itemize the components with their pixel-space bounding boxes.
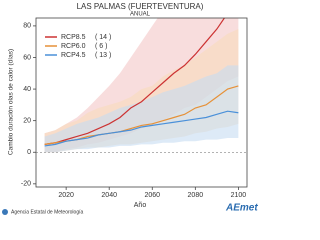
chart-title: LAS PALMAS (FUERTEVENTURA) bbox=[77, 2, 204, 11]
y-tick-label: -20 bbox=[21, 181, 31, 188]
series-line bbox=[44, 18, 226, 145]
legend-label: RCP8.5 bbox=[61, 34, 86, 41]
y-tick-label: 60 bbox=[23, 54, 31, 61]
legend-note: ( 14 ) bbox=[95, 34, 111, 41]
x-tick-label: 2080 bbox=[188, 192, 204, 199]
source: Agencia Estatal de Meteorología bbox=[11, 209, 83, 215]
y-tick-label: 80 bbox=[23, 23, 31, 30]
x-tick-label: 2020 bbox=[58, 192, 74, 199]
plot-frame bbox=[35, 17, 248, 188]
legend-label: RCP6.0 bbox=[61, 43, 86, 50]
chart: LAS PALMAS (FUERTEVENTURA) ANUAL Año Cam… bbox=[2, 2, 258, 215]
y-tick-label: 40 bbox=[23, 86, 31, 93]
y-tick-label: 20 bbox=[23, 118, 31, 125]
x-tick-label: 2060 bbox=[144, 192, 160, 199]
x-tick-label: 2040 bbox=[101, 192, 117, 199]
x-axis-label: Año bbox=[134, 202, 147, 209]
series-line bbox=[44, 110, 239, 147]
chart-subtitle: ANUAL bbox=[130, 12, 151, 18]
x-tick-label: 2100 bbox=[231, 192, 247, 199]
logo: AEmet bbox=[225, 203, 258, 214]
source-icon bbox=[2, 209, 8, 215]
y-axis-label: Cambio duración olas de calor (días) bbox=[8, 49, 15, 155]
legend-note: ( 13 ) bbox=[95, 52, 111, 59]
y-tick-label: 0 bbox=[27, 149, 31, 156]
legend-label: RCP4.5 bbox=[61, 52, 86, 59]
legend-note: ( 6 ) bbox=[95, 43, 107, 50]
